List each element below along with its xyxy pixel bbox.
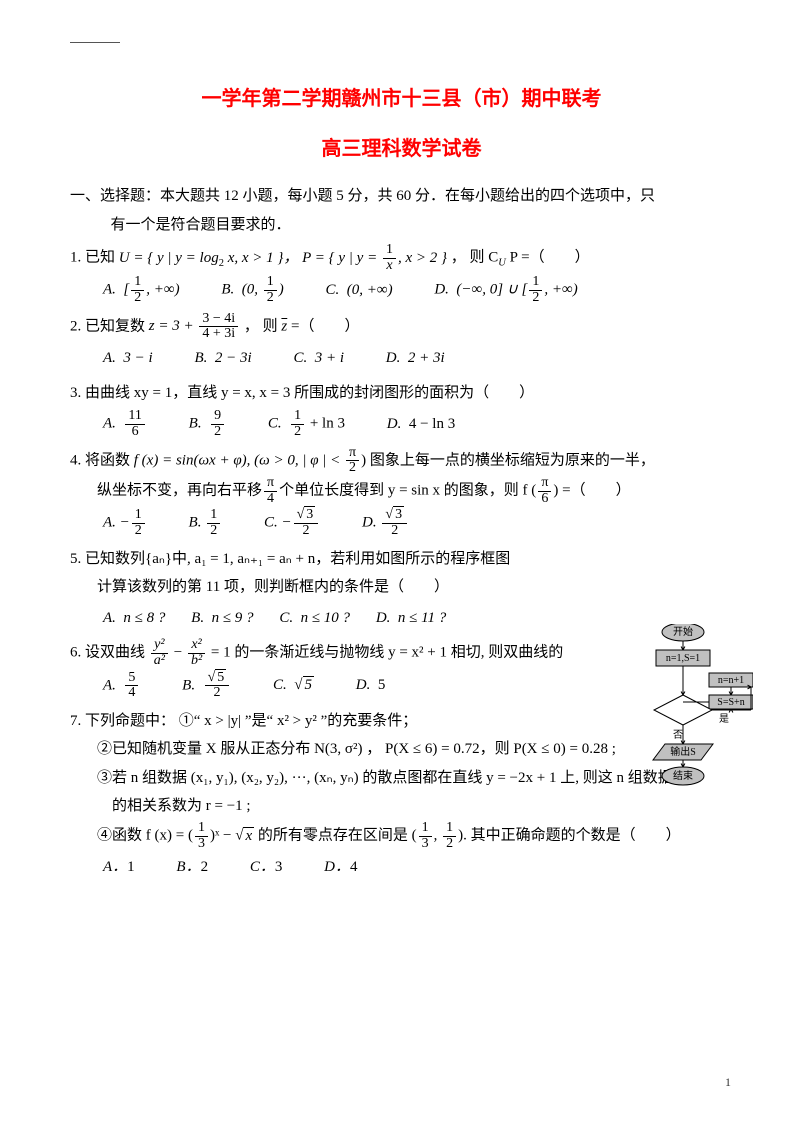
- svg-text:输出S: 输出S: [670, 745, 696, 758]
- q4-s1b: f (x) = sin(ωx + φ), (ω > 0, | φ | <: [134, 452, 344, 468]
- q7-p4a: ④函数 f (x) = (: [97, 828, 193, 844]
- q1-tail: ， 则 C: [451, 250, 499, 266]
- q6-opt-a: A. 54: [103, 671, 140, 701]
- q1-opt-c: C. (0, +∞): [326, 276, 393, 305]
- q1-options: A. [12, +∞) B. (0, 12) C. (0, +∞) D. (−∞…: [70, 275, 733, 305]
- q7-opt-c: C．3: [250, 853, 283, 882]
- q2-tail: ， 则: [244, 318, 282, 334]
- q4-opt-a: A. −12: [103, 508, 147, 538]
- q4-s1c: ) 图象上每一点的横坐标缩短为原来的一半，: [361, 452, 655, 468]
- q4-s2a: 纵坐标不变，再向右平移: [97, 483, 262, 499]
- top-rule: [70, 42, 120, 43]
- question-1: 1. 已知 U = { y | y = log2 x, x > 1 }， P =…: [70, 243, 733, 306]
- q6-opt-b: B. √52: [182, 671, 231, 701]
- q4-opt-d: D. √32: [362, 508, 409, 538]
- q2-expr: z = 3 + 3 − 4i4 + 3i: [149, 318, 240, 334]
- flowchart: 开始 n=1,S=1 n=n+1 S=S+n 输出S 结束 否 是: [623, 624, 753, 799]
- q3-opt-a: A. 116: [103, 409, 147, 439]
- q6-stem-a: 6. 设双曲线: [70, 645, 145, 661]
- question-2: 2. 已知复数 z = 3 + 3 − 4i4 + 3i ， 则 z =（ ） …: [70, 312, 733, 373]
- q7-options: A．1 B．2 C．3 D．4: [70, 853, 733, 882]
- question-3: 3. 由曲线 xy = 1，直线 y = x, x = 3 所围成的封闭图形的面…: [70, 379, 733, 440]
- q4-opt-c: C. −√32: [264, 508, 320, 538]
- section-1: 一、选择题：本大题共 12 小题，每小题 5 分，共 60 分．在每小题给出的四…: [70, 182, 733, 239]
- svg-text:开始: 开始: [673, 625, 693, 638]
- q5-opt-d: D. n ≤ 11 ?: [376, 604, 446, 633]
- q2-opt-c: C. 3 + i: [293, 344, 344, 373]
- q3-opt-b: B. 92: [189, 409, 226, 439]
- q5-stem1: 5. 已知数列{aₙ}中, a₁ = 1, aₙ₊₁ = aₙ + n，若利用如…: [70, 545, 590, 574]
- q3-opt-d: D. 4 − ln 3: [387, 410, 455, 439]
- q5-opt-b: B. n ≤ 9 ?: [191, 604, 253, 633]
- q2-opt-a: A. 3 − i: [103, 344, 153, 373]
- question-4: 4. 将函数 f (x) = sin(ωx + φ), (ω > 0, | φ …: [70, 446, 733, 539]
- q6-options: A. 54 B. √52 C. √5 D. 5: [70, 671, 610, 701]
- q2-opt-d: D. 2 + 3i: [386, 344, 445, 373]
- q3-opt-c: C. 12 + ln 3: [268, 409, 345, 439]
- q7-opt-b: B．2: [176, 853, 208, 882]
- q5-stem2: 计算该数列的第 11 项，则判断框内的条件是（ ）: [70, 573, 590, 602]
- q7-opt-d: D．4: [324, 853, 357, 882]
- q4-s1a: 4. 将函数: [70, 452, 134, 468]
- question-5: 5. 已知数列{aₙ}中, a₁ = 1, aₙ₊₁ = aₙ + n，若利用如…: [70, 545, 590, 633]
- svg-text:是: 是: [719, 713, 729, 725]
- q1-stem-a: 1. 已知: [70, 250, 115, 266]
- q3-options: A. 116 B. 92 C. 12 + ln 3 D. 4 − ln 3: [70, 409, 733, 439]
- q4-s2b: 个单位长度得到 y = sin x 的图象，则 f (: [279, 483, 536, 499]
- q7-p4b: )ˣ −: [210, 828, 235, 844]
- svg-text:n=n+1: n=n+1: [718, 675, 744, 686]
- exam-page: 一学年第二学期赣州市十三县（市）期中联考 高三理科数学试卷 一、选择题：本大题共…: [0, 0, 793, 1122]
- title-line2: 高三理科数学试卷: [70, 130, 733, 168]
- q2-opt-b: B. 2 − 3i: [194, 344, 251, 373]
- q7-p4c: 的所有零点存在区间是 (: [254, 828, 417, 844]
- q1-tail2: P =（ ）: [506, 250, 590, 266]
- q6-opt-d: D. 5: [356, 671, 386, 700]
- q1-opt-d: D. (−∞, 0] ∪ [12, +∞): [434, 275, 577, 305]
- q4-options: A. −12 B. 12 C. −√32 D. √32: [70, 508, 733, 538]
- section-1-cont: 有一个是符合题目要求的．: [70, 211, 733, 240]
- q2-stem-a: 2. 已知复数: [70, 318, 145, 334]
- q5-opt-a: A. n ≤ 8 ?: [103, 604, 165, 633]
- q4-s2c: ) =（ ）: [553, 483, 630, 499]
- section-1-head: 一、选择题：本大题共 12 小题，每小题 5 分，共 60 分．在每小题给出的四…: [70, 188, 655, 204]
- q7-opt-a: A．1: [103, 853, 135, 882]
- q5-options: A. n ≤ 8 ? B. n ≤ 9 ? C. n ≤ 10 ? D. n ≤…: [70, 604, 590, 633]
- q1-set-p: P = { y | y = 1x, x > 2 }: [302, 250, 447, 266]
- q6-opt-c: C. √5: [273, 671, 314, 700]
- q6-stem-b: = 1 的一条渐近线与抛物线 y = x² + 1 相切, 则双曲线的: [211, 645, 563, 661]
- svg-text:否: 否: [673, 729, 683, 741]
- svg-text:结束: 结束: [673, 769, 693, 782]
- q2-options: A. 3 − i B. 2 − 3i C. 3 + i D. 2 + 3i: [70, 344, 733, 373]
- title-line1: 一学年第二学期赣州市十三县（市）期中联考: [70, 80, 733, 118]
- q1-opt-a: A. [12, +∞): [103, 275, 180, 305]
- q4-opt-b: B. 12: [189, 508, 223, 538]
- q1-set-u: U = { y | y = log2 x, x > 1 }，: [119, 250, 299, 266]
- q5-opt-c: C. n ≤ 10 ?: [279, 604, 350, 633]
- svg-text:S=S+n: S=S+n: [717, 697, 744, 708]
- q3-stem: 3. 由曲线 xy = 1，直线 y = x, x = 3 所围成的封闭图形的面…: [70, 379, 733, 408]
- q2-tail2: =（ ）: [287, 318, 359, 334]
- q7-p4d: ). 其中正确命题的个数是（ ）: [458, 828, 681, 844]
- page-number: 1: [725, 1071, 731, 1094]
- svg-text:n=1,S=1: n=1,S=1: [666, 653, 700, 664]
- q1-opt-b: B. (0, 12): [221, 275, 283, 305]
- question-6: 6. 设双曲线 y²a² − x²b² = 1 的一条渐近线与抛物线 y = x…: [70, 638, 610, 701]
